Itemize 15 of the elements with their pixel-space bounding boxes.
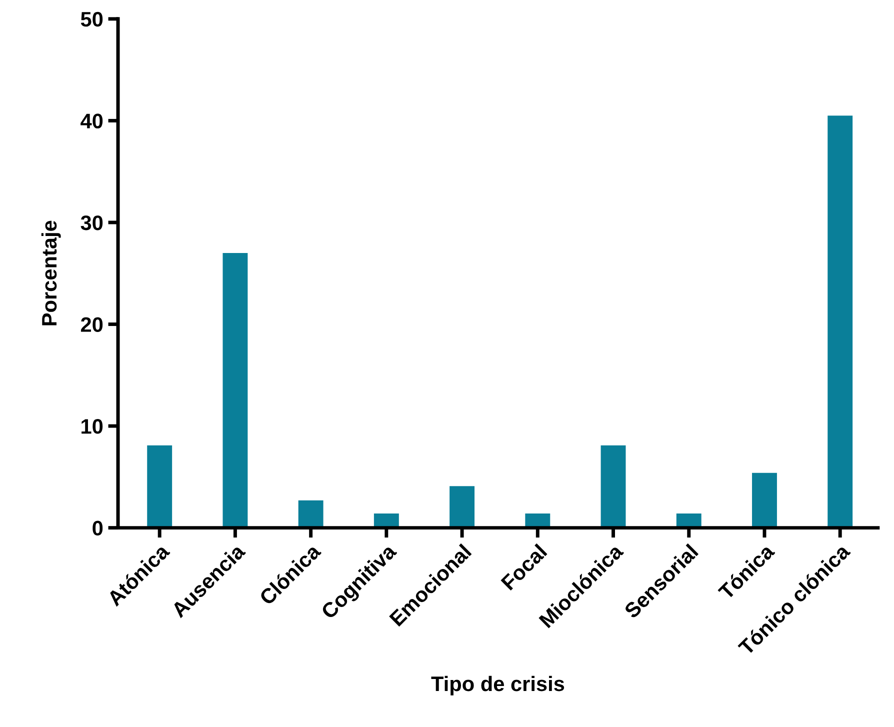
y-axis-title: Porcentaje <box>41 220 61 326</box>
bar <box>828 116 853 528</box>
y-tick-label: 30 <box>80 215 103 230</box>
bar <box>752 472 777 528</box>
x-axis-title: Tipo de crisis <box>431 676 564 696</box>
bar <box>298 500 324 528</box>
y-tick-label: 50 <box>80 12 103 27</box>
y-tick-label: 20 <box>80 317 103 332</box>
bar <box>147 445 172 528</box>
bar <box>450 486 475 528</box>
y-tick-label: 10 <box>82 419 103 434</box>
y-tick-label: 40 <box>80 114 103 128</box>
bar <box>600 445 626 528</box>
y-tick-label: 0 <box>92 520 103 536</box>
bar <box>222 252 248 528</box>
